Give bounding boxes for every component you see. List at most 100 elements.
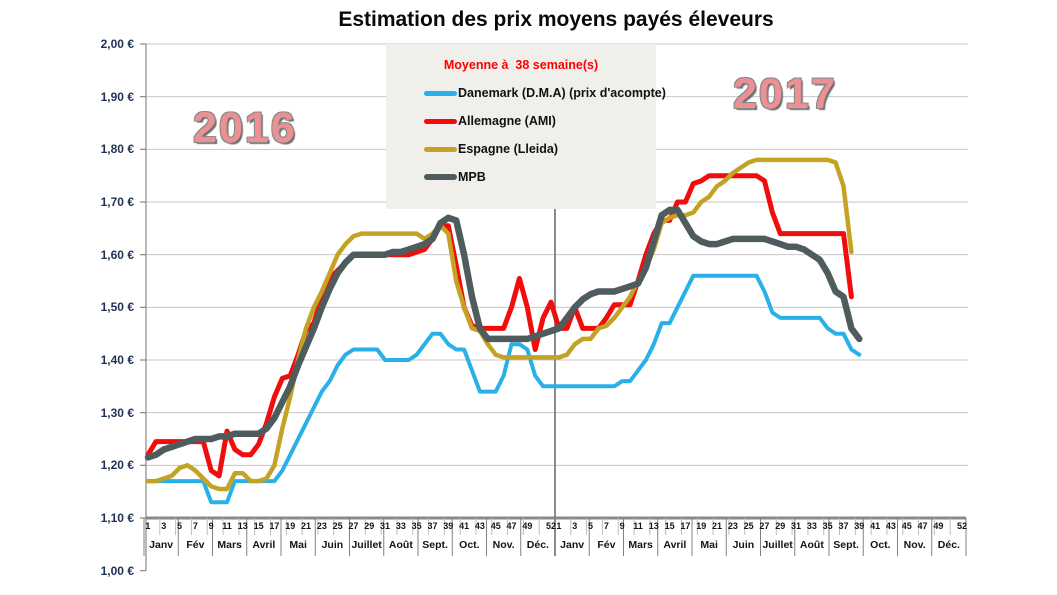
week-tick-label: 35 [411, 521, 422, 531]
week-tick-label: 9 [208, 521, 214, 531]
y-axis-label: 1,60 € [100, 247, 134, 262]
week-tick-label: 29 [364, 521, 375, 531]
espagne-line-swatch [424, 146, 457, 152]
legend-entry-allemagne: Allemagne (AMI) [424, 112, 656, 130]
chart-title: Estimation des prix moyens payés éleveur… [338, 8, 774, 31]
danemark-line-swatch [424, 90, 457, 96]
week-tick-label: 3 [161, 521, 167, 531]
month-label: Mars [217, 539, 242, 551]
legend-entry-danemark: Danemark (D.M.A) (prix d'acompte) [424, 84, 666, 102]
week-tick-label: 1 [145, 521, 151, 531]
week-tick-label: 33 [806, 521, 817, 531]
week-tick-label: 52 [957, 521, 968, 531]
week-tick-label: 39 [854, 521, 865, 531]
week-tick-label: 43 [885, 521, 896, 531]
week-tick-label: 19 [696, 521, 707, 531]
month-label: Mai [289, 539, 307, 551]
chart-legend: Moyenne à 38 semaine(s) Danemark (D.M.A)… [386, 44, 666, 209]
legend-entry-label: Danemark (D.M.A) (prix d'acompte) [458, 86, 666, 100]
y-axis-label: 1,20 € [100, 458, 134, 473]
month-label: Nov. [903, 539, 926, 551]
month-label: Avril [663, 539, 687, 551]
y-axis-label: 1,10 € [100, 511, 134, 525]
month-label: Août [799, 539, 824, 551]
week-tick-label: 37 [427, 521, 438, 531]
week-tick-label: 23 [727, 521, 738, 531]
week-tick-label: 31 [380, 521, 391, 531]
month-label: Oct. [870, 539, 891, 551]
week-tick-label: 15 [253, 521, 264, 531]
year-label-2016: 2016 [193, 104, 297, 152]
week-tick-label: 21 [712, 521, 723, 531]
legend-entry-label: Allemagne (AMI) [458, 114, 556, 128]
week-tick-label: 7 [192, 521, 198, 531]
month-label: Janv [560, 539, 585, 551]
week-tick-label: 49 [522, 521, 533, 531]
week-tick-label: 52 [546, 521, 557, 531]
month-label: Fév [597, 539, 616, 551]
month-label: Janv [149, 539, 174, 551]
y-axis-label: 1,90 € [100, 89, 134, 104]
year-label-2017: 2017 [733, 70, 837, 118]
month-label: Juin [321, 539, 344, 551]
month-label: Déc. [526, 539, 549, 551]
mpb-line-swatch [424, 174, 457, 180]
y-axis-label: 1,30 € [100, 405, 134, 420]
week-tick-label: 21 [301, 521, 312, 531]
week-tick-label: 29 [775, 521, 786, 531]
week-tick-label: 35 [822, 521, 833, 531]
week-tick-label: 13 [237, 521, 248, 531]
series-line-3 [144, 206, 863, 461]
week-tick-label: 49 [933, 521, 944, 531]
y-axis-label: 2,00 € [100, 37, 134, 51]
week-tick-label: 23 [316, 521, 327, 531]
month-label: Août [388, 539, 413, 551]
legend-title: Moyenne à 38 semaine(s) [443, 58, 599, 72]
week-tick-label: 7 [603, 521, 609, 531]
month-label: Oct. [459, 539, 480, 551]
legend-entry-espagne: Espagne (Lleida) [424, 140, 656, 158]
month-label: Avril [252, 539, 276, 551]
week-tick-label: 43 [474, 521, 485, 531]
legend-entry-mpb: MPB [424, 168, 656, 186]
week-tick-label: 39 [443, 521, 454, 531]
series-line-2 [145, 157, 854, 492]
week-tick-label: 37 [838, 521, 849, 531]
week-tick-label: 15 [664, 521, 675, 531]
allemagne-line-swatch [424, 118, 457, 124]
week-tick-label: 27 [348, 521, 359, 531]
series-line-0 [146, 273, 862, 505]
month-label: Juillet [762, 539, 793, 551]
month-label: Sept. [833, 539, 859, 551]
week-tick-label: 19 [285, 521, 296, 531]
week-tick-label: 47 [917, 521, 928, 531]
week-tick-label: 31 [791, 521, 802, 531]
month-label: Juin [732, 539, 755, 551]
week-tick-label: 25 [332, 521, 343, 531]
week-tick-label: 47 [506, 521, 517, 531]
month-label: Mai [700, 539, 718, 551]
month-label: Nov. [492, 539, 515, 551]
week-tick-label: 9 [619, 521, 625, 531]
week-tick-label: 11 [633, 521, 643, 531]
week-tick-label: 41 [870, 521, 881, 531]
week-tick-label: 5 [588, 521, 594, 531]
week-tick-label: 27 [759, 521, 770, 531]
y-axis-label: 1,50 € [100, 300, 134, 315]
week-tick-label: 25 [743, 521, 754, 531]
week-tick-label: 45 [490, 521, 501, 531]
month-label: Sept. [422, 539, 448, 551]
week-tick-label: 17 [680, 521, 691, 531]
legend-entry-label: Espagne (Lleida) [458, 142, 559, 156]
week-tick-label: 41 [459, 521, 470, 531]
month-label: Mars [628, 539, 653, 551]
y-axis-label: 1,00 € [100, 563, 134, 578]
y-axis-label: 1,70 € [100, 195, 134, 209]
week-tick-label: 45 [901, 521, 912, 531]
week-tick-label: 33 [395, 521, 406, 531]
week-tick-label: 13 [648, 521, 659, 531]
y-axis-label: 1,80 € [100, 142, 134, 157]
week-tick-label: 17 [269, 521, 280, 531]
